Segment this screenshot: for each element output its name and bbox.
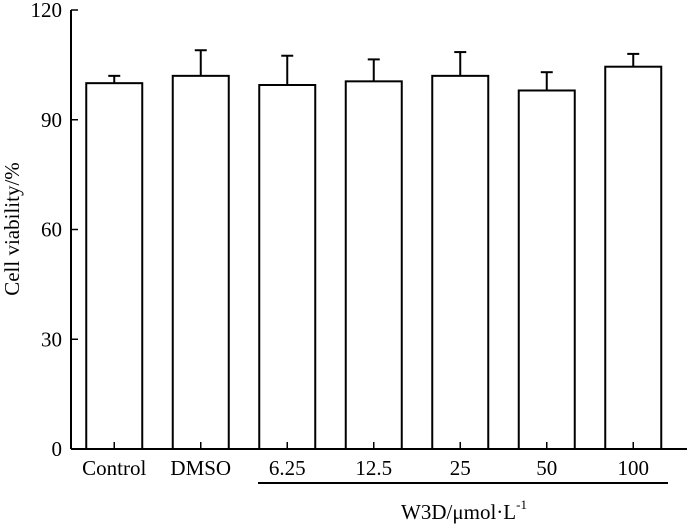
x-tick-label: Control [82, 456, 146, 480]
y-tick-label: 30 [41, 327, 62, 351]
bars-layer [85, 65, 663, 451]
y-tick-label: 0 [52, 437, 63, 461]
y-tick-label: 90 [41, 108, 62, 132]
error-bar-6-25 [281, 54, 294, 85]
x-tick-label: 50 [536, 456, 557, 480]
x-tick-label: 12.5 [355, 456, 392, 480]
bar-12-5 [344, 80, 403, 451]
y-tick-label: 120 [31, 0, 63, 22]
bar-100 [604, 65, 663, 451]
bar-50 [517, 89, 576, 450]
x-tick-label: 25 [450, 456, 471, 480]
x-axis-title-main: W3D/μmol·L [401, 500, 516, 524]
y-axis-title: Cell viability/% [0, 162, 24, 296]
x-tick-label: 6.25 [269, 456, 306, 480]
error-bar-control [108, 74, 121, 84]
error-bar-25 [454, 51, 467, 76]
x-tick-label: 100 [618, 456, 650, 480]
x-tick-label: DMSO [170, 456, 231, 480]
error-bar-12-5 [367, 58, 380, 82]
error-bars-layer [108, 49, 640, 91]
bar-25 [431, 74, 490, 450]
bar-6-25 [258, 83, 317, 451]
labels-layer: Control DMSO 6.25 12.5 25 50 100 0 30 60 90 120 [31, 0, 650, 480]
y-tick-label: 60 [41, 218, 62, 242]
bar-control [85, 82, 144, 451]
x-axis-title-superscript: -1 [516, 497, 527, 512]
bar-dmso [171, 74, 230, 450]
error-bar-dmso [194, 49, 207, 76]
x-axis-title: W3D/μmol·L-1 [401, 497, 527, 524]
error-bar-50 [540, 71, 553, 91]
axes-layer [70, 9, 687, 484]
error-bar-100 [627, 52, 640, 67]
